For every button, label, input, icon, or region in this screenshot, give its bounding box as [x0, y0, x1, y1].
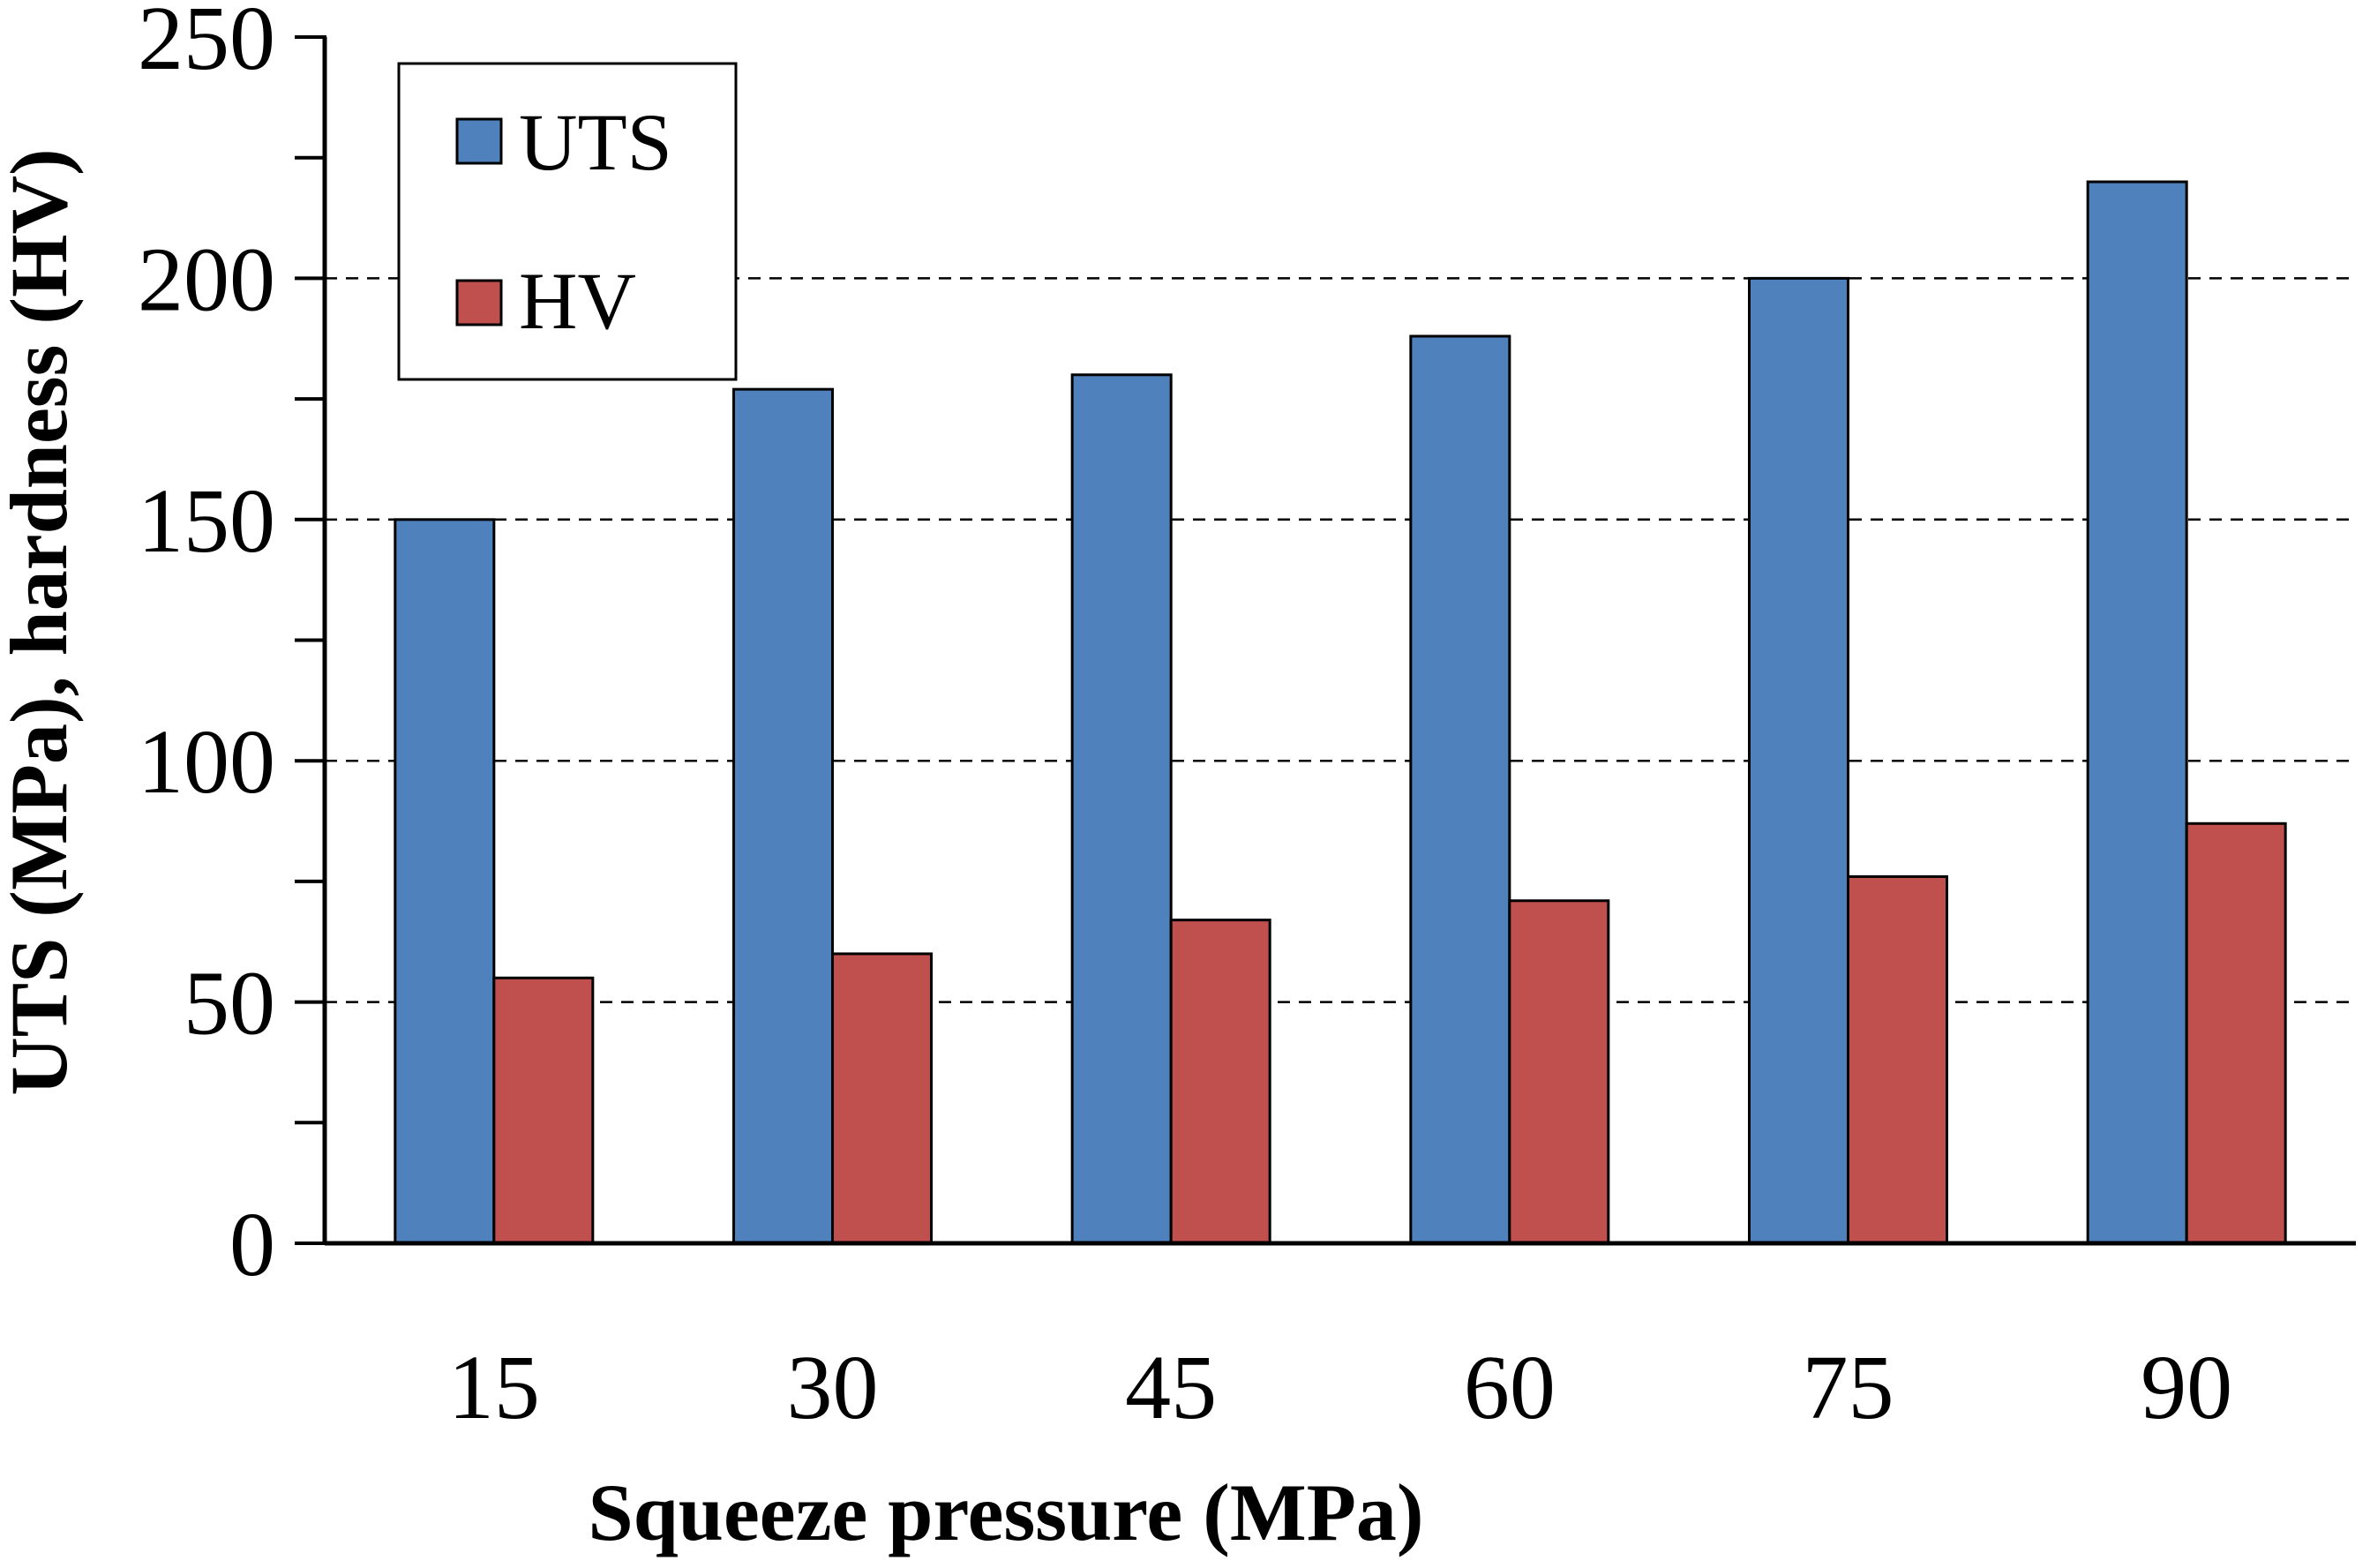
- axes: [295, 35, 2356, 1246]
- y-tick-label-250: 250: [138, 0, 275, 89]
- bar-hv-30: [831, 952, 933, 1245]
- bar-hv-60: [1508, 899, 1610, 1245]
- x-tick-label-75: 75: [1803, 1337, 1894, 1438]
- legend: UTS HV: [397, 62, 738, 381]
- bar-hv-45: [1169, 919, 1271, 1245]
- bar-uts-60: [1409, 334, 1511, 1245]
- x-tick-label-60: 60: [1464, 1337, 1556, 1438]
- bar-uts-30: [732, 387, 834, 1245]
- legend-box: [397, 62, 738, 381]
- y-tick-label-0: 0: [229, 1194, 275, 1295]
- y-tick-labels: 0 50 100 150 200 250: [138, 0, 275, 1295]
- x-tick-label-45: 45: [1125, 1337, 1217, 1438]
- bars: [394, 180, 2287, 1245]
- bar-uts-15: [394, 518, 496, 1245]
- x-tick-label-15: 15: [448, 1337, 540, 1438]
- x-tick-label-90: 90: [2141, 1337, 2232, 1438]
- x-axis-title: Squeeze pressure (MPa): [588, 1467, 1423, 1557]
- x-tick-label-30: 30: [787, 1337, 879, 1438]
- legend-swatch-uts: [455, 117, 503, 165]
- y-tick-label-200: 200: [138, 229, 275, 330]
- bar-hv-90: [2185, 822, 2287, 1245]
- bar-uts-90: [2086, 180, 2188, 1245]
- legend-label-uts: UTS: [519, 97, 672, 187]
- y-tick-label-50: 50: [184, 953, 275, 1054]
- y-tick-label-100: 100: [138, 711, 275, 813]
- gridlines: [325, 277, 2356, 1003]
- legend-label-hv: HV: [519, 256, 636, 346]
- y-axis-title: UTS (MPa), hardness (HV): [0, 148, 84, 1095]
- legend-swatch-hv: [455, 279, 503, 326]
- y-tick-label-150: 150: [138, 470, 275, 572]
- bar-hv-15: [492, 976, 595, 1245]
- bar-hv-75: [1847, 874, 1948, 1245]
- bar-uts-75: [1748, 276, 1849, 1245]
- bar-uts-45: [1070, 373, 1173, 1245]
- x-tick-labels: 15 30 45 60 75 90: [448, 1337, 2232, 1438]
